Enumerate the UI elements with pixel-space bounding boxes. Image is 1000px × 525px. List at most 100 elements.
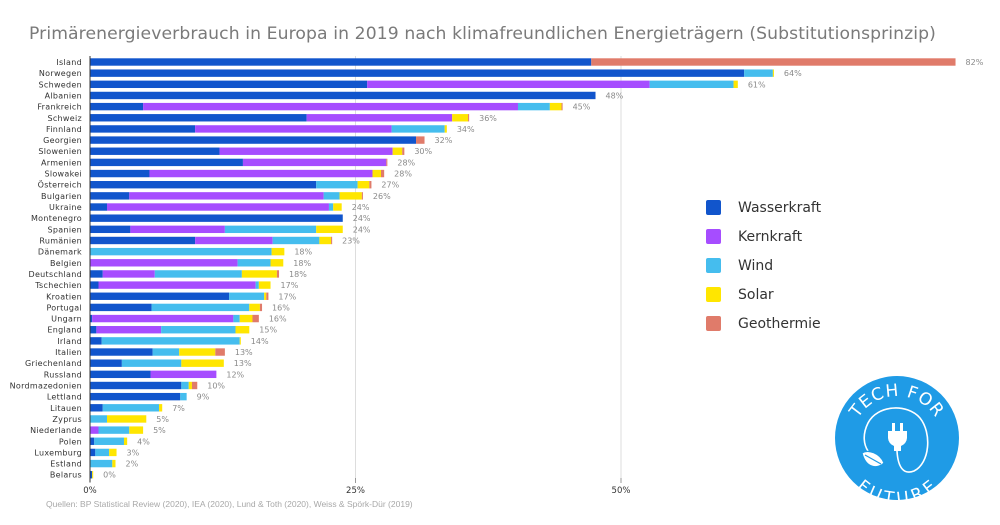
category-label: Ukraine (49, 203, 82, 212)
bar-segment-wind (90, 459, 113, 468)
bar-segment-wasserkraft (90, 404, 103, 412)
bar-segment-wasserkraft (90, 158, 243, 167)
category-label: Island (56, 58, 82, 67)
bar-segment-kernkraft (143, 102, 518, 111)
bar-segment-solar (392, 147, 403, 155)
legend-swatch (706, 258, 721, 273)
bar-segment-geothermie (361, 192, 363, 200)
bar-segment-geothermie (468, 114, 470, 122)
bar-segment-kernkraft (129, 192, 324, 200)
category-label: Belgien (50, 259, 82, 268)
category-label: Nordmazedonien (10, 381, 82, 390)
bar-segment-solar (264, 292, 267, 300)
category-label: Zyprus (52, 415, 82, 424)
category-label: Schweden (39, 80, 82, 89)
legend-swatch (706, 287, 721, 302)
bar-segment-wasserkraft (90, 136, 417, 144)
legend-item-geothermie: Geothermie (706, 309, 821, 338)
total-label: 64% (784, 69, 802, 78)
bar-segment-solar (258, 281, 271, 289)
total-label: 28% (394, 170, 412, 179)
bar-segment-solar (235, 326, 250, 334)
total-label: 28% (397, 158, 415, 167)
bar-segment-solar (181, 359, 224, 367)
legend-item-kernkraft: Kernkraft (706, 222, 821, 251)
bar-segment-geothermie (591, 58, 956, 66)
bar-segment-wasserkraft (90, 114, 307, 122)
category-label: England (47, 326, 82, 335)
bar-segment-wind (272, 236, 320, 245)
bar-segment-wind (151, 303, 250, 312)
bar-segment-wasserkraft (90, 437, 95, 445)
bar-segment-wasserkraft (90, 69, 745, 77)
total-label: 10% (207, 381, 225, 390)
category-label: Spanien (48, 225, 82, 234)
x-axis-ticks: 0% 25% 50% (83, 478, 630, 496)
category-label: Russland (44, 370, 82, 379)
total-label: 3% (127, 448, 140, 457)
category-label: Armenien (41, 158, 82, 167)
total-label: 16% (272, 303, 290, 312)
total-label: 26% (373, 192, 391, 201)
category-labels: Island Norwegen Schweden Albanien Frankreich… (10, 58, 82, 480)
bar-segment-kernkraft (195, 236, 273, 245)
total-label: 0% (103, 471, 116, 480)
category-label: Slowenien (38, 147, 82, 156)
total-label: 14% (251, 337, 269, 346)
bar-segment-wasserkraft (90, 359, 122, 367)
total-label: 18% (289, 270, 307, 279)
category-label: Tschechien (34, 281, 82, 290)
bar-segment-solar (372, 169, 381, 178)
bar-segment-geothermie (252, 314, 259, 323)
bar-segment-wasserkraft (90, 225, 131, 234)
bar-segment-kernkraft (150, 370, 217, 379)
total-label: 5% (153, 426, 166, 435)
total-label: 23% (342, 236, 360, 245)
bar-segment-geothermie (191, 381, 198, 390)
bar-segment-wind (517, 102, 550, 111)
category-label: Belarus (50, 471, 82, 480)
x-tick-label: 50% (612, 486, 631, 496)
legend-swatch (706, 316, 721, 331)
bar-segment-wasserkraft (90, 91, 596, 100)
total-label: 45% (573, 103, 591, 112)
total-label: 30% (414, 147, 432, 156)
category-label: Montenegro (31, 214, 82, 223)
chart-title: Primärenergieverbrauch in Europa in 2019… (29, 24, 936, 44)
legend-swatch (706, 229, 721, 244)
legend-label: Wind (738, 257, 774, 274)
bar-segment-solar (106, 415, 147, 423)
total-label: 2% (125, 460, 138, 469)
bar-segment-solar (239, 314, 253, 323)
bar-segment-wind (154, 270, 242, 278)
bar-segment-wind (181, 381, 189, 390)
category-label: Portugal (46, 303, 82, 312)
bar-segment-solar (112, 459, 116, 468)
total-label: 18% (293, 259, 311, 268)
total-label: 48% (606, 91, 624, 100)
bar-segment-wasserkraft (90, 147, 220, 155)
total-label: 7% (172, 404, 185, 413)
bar-segment-geothermie (266, 292, 269, 300)
bar-segment-solar (452, 114, 469, 122)
category-label: Bulgarien (41, 192, 82, 201)
category-label: Lettland (47, 393, 82, 402)
bar-segment-wasserkraft (90, 125, 196, 133)
legend-item-wasserkraft: Wasserkraft (706, 193, 821, 222)
bar-segment-solar (159, 404, 163, 412)
category-label: Norwegen (39, 69, 82, 78)
total-label: 24% (353, 225, 371, 234)
bar-segment-wasserkraft (90, 337, 102, 345)
bar-segment-wasserkraft (90, 326, 97, 334)
bar-segment-solar (316, 225, 343, 234)
source-note: Quellen: BP Statistical Review (2020), I… (46, 499, 413, 509)
bar-segment-geothermie (416, 136, 425, 144)
category-label: Niederlande (30, 426, 82, 435)
bar-segment-wind (98, 426, 130, 434)
bar-segment-wind (90, 247, 272, 256)
bar-segment-wasserkraft (90, 471, 93, 479)
bar-segment-solar (249, 303, 260, 312)
bar-segment-geothermie (386, 158, 388, 167)
total-label: 24% (352, 203, 370, 212)
bar-segment-wasserkraft (90, 292, 230, 300)
